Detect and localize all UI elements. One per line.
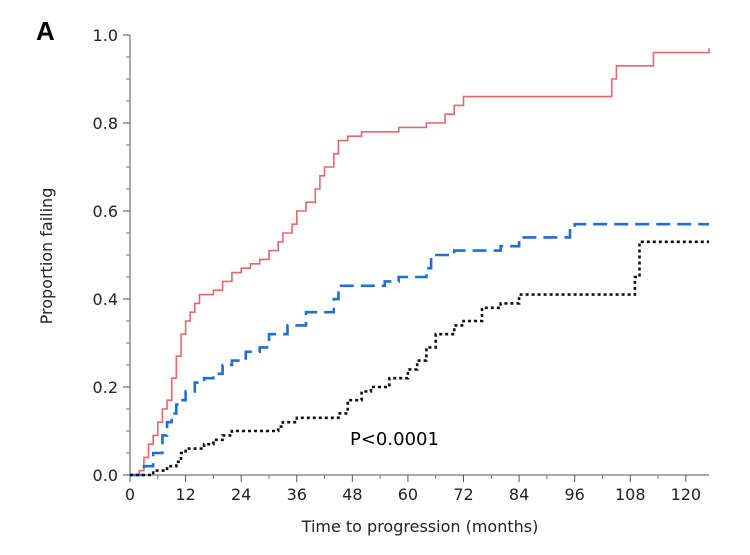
x-tick-label: 60 [398, 485, 418, 504]
y-tick-label: 0.6 [93, 202, 118, 221]
x-tick-label: 96 [564, 485, 584, 504]
panel-label: A [36, 16, 55, 46]
x-tick-label: 24 [231, 485, 251, 504]
x-tick-label: 48 [342, 485, 362, 504]
y-tick-label: 0.2 [93, 378, 118, 397]
x-tick-label: 120 [671, 485, 702, 504]
y-tick-label: 0.8 [93, 114, 118, 133]
ticks [123, 34, 687, 482]
series-line-dashed [130, 222, 709, 477]
series-line-solid [130, 48, 710, 476]
x-tick-label: 108 [615, 485, 646, 504]
x-tick-label: 0 [125, 485, 135, 504]
y-tick-label: 1.0 [93, 26, 118, 45]
x-tick-label: 12 [175, 485, 195, 504]
y-tick-label: 0.4 [93, 290, 118, 309]
x-tick-label: 84 [509, 485, 529, 504]
p-value-annotation: P<0.0001 [350, 429, 439, 450]
x-tick-label: 72 [453, 485, 473, 504]
y-axis-title: Proportion failing [37, 188, 56, 325]
x-axis-title: Time to progression (months) [301, 517, 539, 536]
y-tick-label: 0.0 [93, 466, 118, 485]
axes [129, 35, 709, 476]
tick-labels: 0 12 24 36 48 60 72 84 96 108 120 0.0 0.2 0.4 0.6 0.8 1.… [93, 26, 702, 504]
x-tick-label: 36 [287, 485, 307, 504]
series-layer [130, 48, 710, 477]
series-line-dotted [130, 240, 709, 477]
